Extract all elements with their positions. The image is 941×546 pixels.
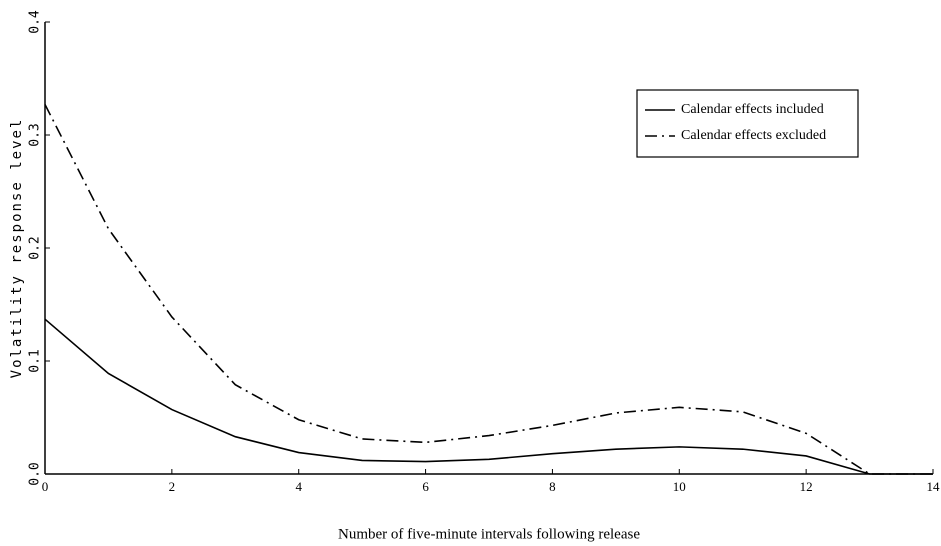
legend-label: Calendar effects included [681,102,824,117]
x-tick-label: 6 [422,479,429,494]
x-axis-label: Number of five-minute intervals followin… [338,526,640,542]
y-axis-label: Volatility response level [9,118,25,379]
y-tick-label: 0.3 [28,123,43,146]
y-tick-label: 0.1 [28,349,43,372]
x-tick-label: 4 [295,479,302,494]
x-tick-label: 2 [169,479,176,494]
y-tick-label: 0.0 [28,462,43,485]
x-tick-label: 12 [800,479,813,494]
legend-label: Calendar effects excluded [681,128,826,143]
series-line [44,104,933,475]
legend-box [636,89,859,158]
x-tick-label: 0 [42,479,49,494]
x-tick-label: 14 [927,479,941,494]
x-tick-label: 10 [673,479,686,494]
series-line [44,318,933,475]
x-tick-label: 8 [549,479,556,494]
y-tick-label: 0.2 [28,236,43,259]
y-tick-label: 0.4 [28,10,43,34]
